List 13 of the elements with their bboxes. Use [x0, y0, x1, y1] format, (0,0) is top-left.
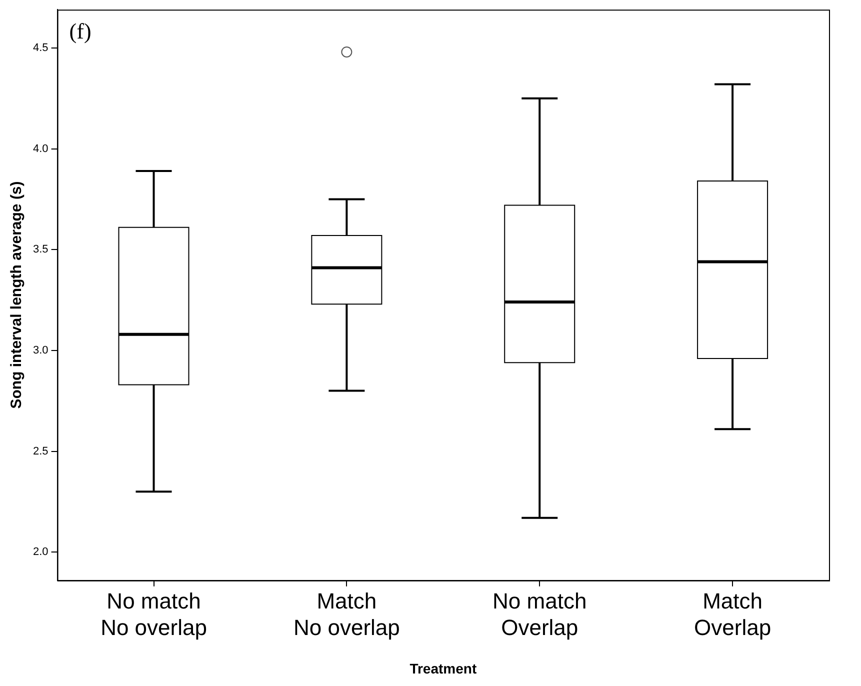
x-tick-label: Match No overlap [293, 588, 400, 640]
y-tick-label: 2.0 [32, 546, 48, 558]
y-tick-label: 3.5 [32, 244, 48, 256]
x-tick-label: No match No overlap [100, 588, 207, 640]
annotation: (f) [69, 18, 92, 44]
x-tick-label: No match Overlap [492, 588, 587, 640]
y-tick-label: 4.0 [32, 142, 48, 155]
y-tick-label: 3.0 [32, 344, 48, 356]
y-axis-title: Song interval length average (s) [8, 181, 26, 409]
x-axis-title: Treatment [410, 660, 477, 676]
y-tick-label: 4.5 [32, 42, 48, 54]
y-tick-label: 2.5 [32, 445, 48, 458]
x-tick-label: Match Overlap [694, 588, 772, 640]
